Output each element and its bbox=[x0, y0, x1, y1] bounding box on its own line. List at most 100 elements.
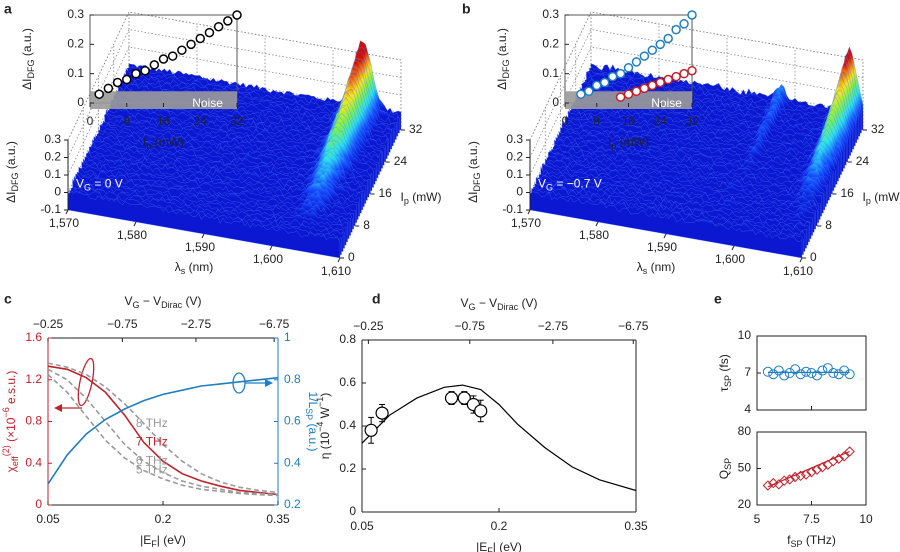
inset-point bbox=[584, 86, 594, 97]
x-axis-label: fSP (THz) bbox=[787, 533, 836, 549]
x2-axis-label-part: Dirac bbox=[161, 300, 183, 310]
inset-point bbox=[623, 63, 634, 73]
grid-line bbox=[67, 46, 402, 176]
x-axis-label-part: s bbox=[181, 266, 186, 276]
inset-point bbox=[631, 57, 642, 67]
inset-y-tick-label: 0.2 bbox=[542, 37, 559, 51]
c-annotations bbox=[54, 357, 273, 412]
x2-tick-label: −6.75 bbox=[618, 319, 649, 333]
z-axis-label-part: ΔI bbox=[4, 191, 18, 202]
y-axis-label-part: −1 bbox=[315, 397, 325, 407]
inset-point bbox=[592, 80, 602, 91]
x-axis-label: λs (nm) bbox=[175, 260, 214, 276]
y-tick-label: 0 bbox=[810, 250, 817, 264]
series-label: 6 THz bbox=[136, 453, 168, 467]
inset-point bbox=[223, 16, 233, 26]
y-axis-label-part: (mW) bbox=[409, 190, 442, 204]
data-point bbox=[779, 370, 790, 381]
z-axis-label-part: (a.u.) bbox=[466, 141, 480, 172]
y-tick-label: 0.6 bbox=[339, 375, 356, 389]
y-axis-label-part: −4 bbox=[315, 422, 325, 432]
x-axis-label-part: s bbox=[643, 266, 648, 276]
inset-x-tick-label: 0 bbox=[87, 114, 94, 128]
x2-axis-label-part: Dirac bbox=[497, 302, 519, 312]
series-label: 7 THz bbox=[136, 435, 168, 449]
x2-axis-label-part: V bbox=[124, 294, 132, 308]
inset-point bbox=[576, 89, 586, 99]
x-axis-label-part: (nm) bbox=[185, 260, 213, 274]
y-axis-label-part: −6 bbox=[1, 407, 11, 417]
x-tick bbox=[133, 221, 137, 227]
inset-y-tick-label: 0 bbox=[552, 95, 559, 109]
inset-point bbox=[615, 68, 626, 79]
x-axis-label-part: F bbox=[487, 546, 493, 552]
noise-label: Noise bbox=[192, 96, 223, 110]
grid-line bbox=[67, 29, 402, 158]
inset-x-axis-label-part: (mW) bbox=[151, 135, 184, 149]
inset-point bbox=[177, 45, 187, 55]
z-tick-label: 0.3 bbox=[44, 132, 61, 146]
z-axis-label-part: DFG bbox=[10, 172, 20, 191]
y2-axis-label-part: (a.u.) bbox=[306, 420, 320, 451]
x-tick bbox=[663, 233, 667, 239]
y-tick-label: 1.2 bbox=[25, 372, 42, 386]
y-axis-label-part: p bbox=[404, 196, 409, 206]
z-tick-label: 0.2 bbox=[506, 150, 523, 164]
y-tick-label: 0.4 bbox=[25, 455, 42, 469]
surface-slice bbox=[529, 191, 803, 259]
y-tick-label: 4 bbox=[744, 402, 751, 416]
y2-tick-label: 0.8 bbox=[284, 372, 301, 386]
grid-line bbox=[529, 29, 864, 158]
inset-point bbox=[103, 83, 114, 94]
inset-point bbox=[639, 51, 650, 61]
x-tick-label: 1,600 bbox=[253, 252, 283, 266]
inset-x-axis-label-part: I bbox=[608, 135, 611, 149]
data-point bbox=[364, 423, 378, 437]
data-point bbox=[457, 391, 471, 405]
x-tick bbox=[65, 209, 69, 215]
inset-point bbox=[663, 74, 673, 85]
y-axis-label: χeff(2) (×10−6 e.s.u.) bbox=[1, 371, 20, 473]
x-tick-label: 0.2 bbox=[155, 512, 172, 526]
inset-x-tick-label: 32 bbox=[685, 114, 699, 128]
y-tick-label: 16 bbox=[379, 186, 393, 200]
x-axis-label: |EF| (eV) bbox=[476, 540, 522, 552]
y-tick-label: 50 bbox=[738, 461, 752, 475]
y-axis-label-part: eff bbox=[10, 456, 20, 466]
y2-axis-label-part: SP bbox=[304, 408, 314, 420]
data-point bbox=[773, 365, 784, 376]
inset-point bbox=[186, 39, 196, 50]
z-tick-label: 0 bbox=[54, 185, 61, 199]
z-axis-label-part: (a.u.) bbox=[4, 141, 18, 172]
y-axis-label: η (10−4 W−1) bbox=[315, 393, 332, 460]
data-line bbox=[47, 373, 279, 497]
annotation: VG = 0 V bbox=[76, 177, 123, 193]
inset-x-tick-label: 16 bbox=[622, 114, 636, 128]
z-tick-label: 0.1 bbox=[506, 167, 523, 181]
x-tick-label: 1,590 bbox=[647, 240, 677, 254]
y-axis-label-part: I bbox=[401, 190, 404, 204]
inset-x-axis-label-part: p bbox=[146, 141, 151, 151]
y2-tick-label: 0.2 bbox=[284, 497, 301, 511]
data-point bbox=[833, 453, 844, 464]
inset-point bbox=[615, 92, 626, 102]
inset-x-tick-label: 0 bbox=[562, 114, 569, 128]
inset-point bbox=[687, 10, 697, 20]
data-point bbox=[790, 364, 801, 375]
data-point bbox=[828, 368, 839, 378]
x-tick-label: 1,610 bbox=[783, 264, 813, 278]
y-tick-label: 0 bbox=[349, 504, 356, 518]
inset-point bbox=[232, 10, 242, 20]
x-axis-label-part: (nm) bbox=[647, 260, 675, 274]
x-axis-label-part: | (eV) bbox=[493, 540, 522, 552]
x2-axis-label-part: G bbox=[132, 300, 139, 310]
data-point bbox=[811, 370, 822, 381]
surface-slice bbox=[67, 190, 341, 259]
y-tick-label: 16 bbox=[841, 186, 855, 200]
z-axis-label: ΔIDFG (a.u.) bbox=[4, 141, 20, 203]
y2-tick-label: 0.6 bbox=[284, 414, 301, 428]
y-tick-label: 0 bbox=[35, 497, 42, 511]
y-axis-label-part: (2) bbox=[1, 445, 11, 456]
inset-y-tick-label: 0.1 bbox=[67, 66, 84, 80]
data-line bbox=[47, 362, 279, 494]
